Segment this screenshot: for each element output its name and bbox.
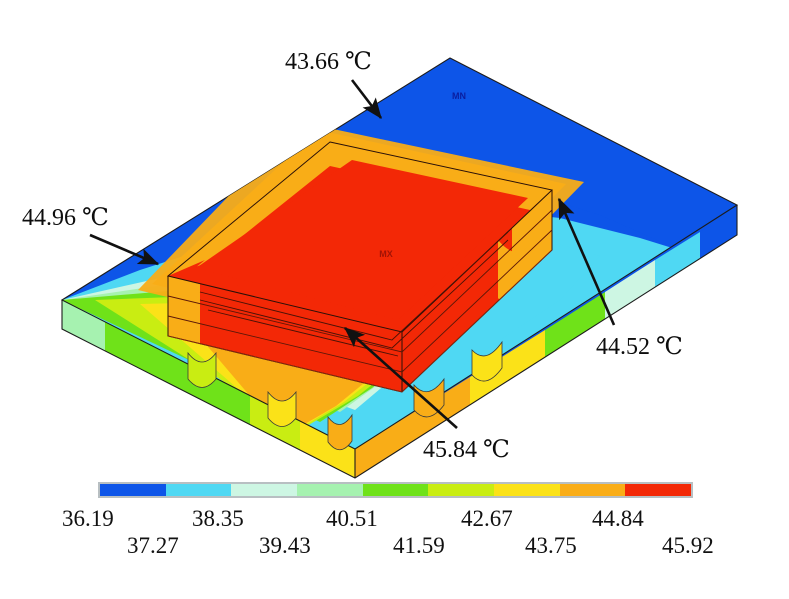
colorbar-band-8 xyxy=(625,484,692,496)
colorbar xyxy=(98,482,693,498)
colorbar-band-7 xyxy=(559,484,626,496)
annotation-label-43-66: 43.66 ℃ xyxy=(285,49,372,75)
colorbar-tick-bottom-2: 41.59 xyxy=(393,533,445,558)
colorbar-tick-top-2: 40.51 xyxy=(326,506,378,531)
chip-side-bevel-lines xyxy=(167,209,553,373)
colorbar-band-0 xyxy=(100,484,166,496)
colorbar-band-1 xyxy=(165,484,232,496)
arrow-44-96 xyxy=(89,233,160,266)
colorbar-band-4 xyxy=(362,484,429,496)
max-marker-label: MX xyxy=(379,249,393,259)
colorbar-tick-top-1: 38.35 xyxy=(192,506,244,531)
annotation-label-45-84: 45.84 ℃ xyxy=(423,437,510,463)
scalloped-fin-features xyxy=(187,340,503,451)
colorbar-tick-top-3: 42.67 xyxy=(461,506,513,531)
annotation-arrows xyxy=(89,79,616,429)
colorbar-band-3 xyxy=(297,484,363,496)
colorbar-band-6 xyxy=(494,484,560,496)
min-marker-label: MN xyxy=(452,91,466,101)
colorbar-tick-bottom-0: 37.27 xyxy=(127,533,179,558)
chip-base-separation xyxy=(167,249,553,393)
annotation-label-44-52: 44.52 ℃ xyxy=(596,334,683,360)
arrow-45-84 xyxy=(344,327,458,429)
colorbar-tick-bottom-3: 43.75 xyxy=(525,533,577,558)
arrow-44-52 xyxy=(557,197,616,326)
arrow-43-66 xyxy=(350,79,383,120)
colorbar-tick-bottom-4: 45.92 xyxy=(662,533,714,558)
annotation-label-44-96: 44.96 ℃ xyxy=(22,205,109,231)
colorbar-band-2 xyxy=(231,484,298,496)
colorbar-tick-bottom-1: 39.43 xyxy=(259,533,311,558)
colorbar-tick-top-0: 36.19 xyxy=(62,506,114,531)
colorbar-tick-top-4: 44.84 xyxy=(592,506,644,531)
colorbar-band-5 xyxy=(428,484,495,496)
base-plate-outline xyxy=(60,57,739,479)
